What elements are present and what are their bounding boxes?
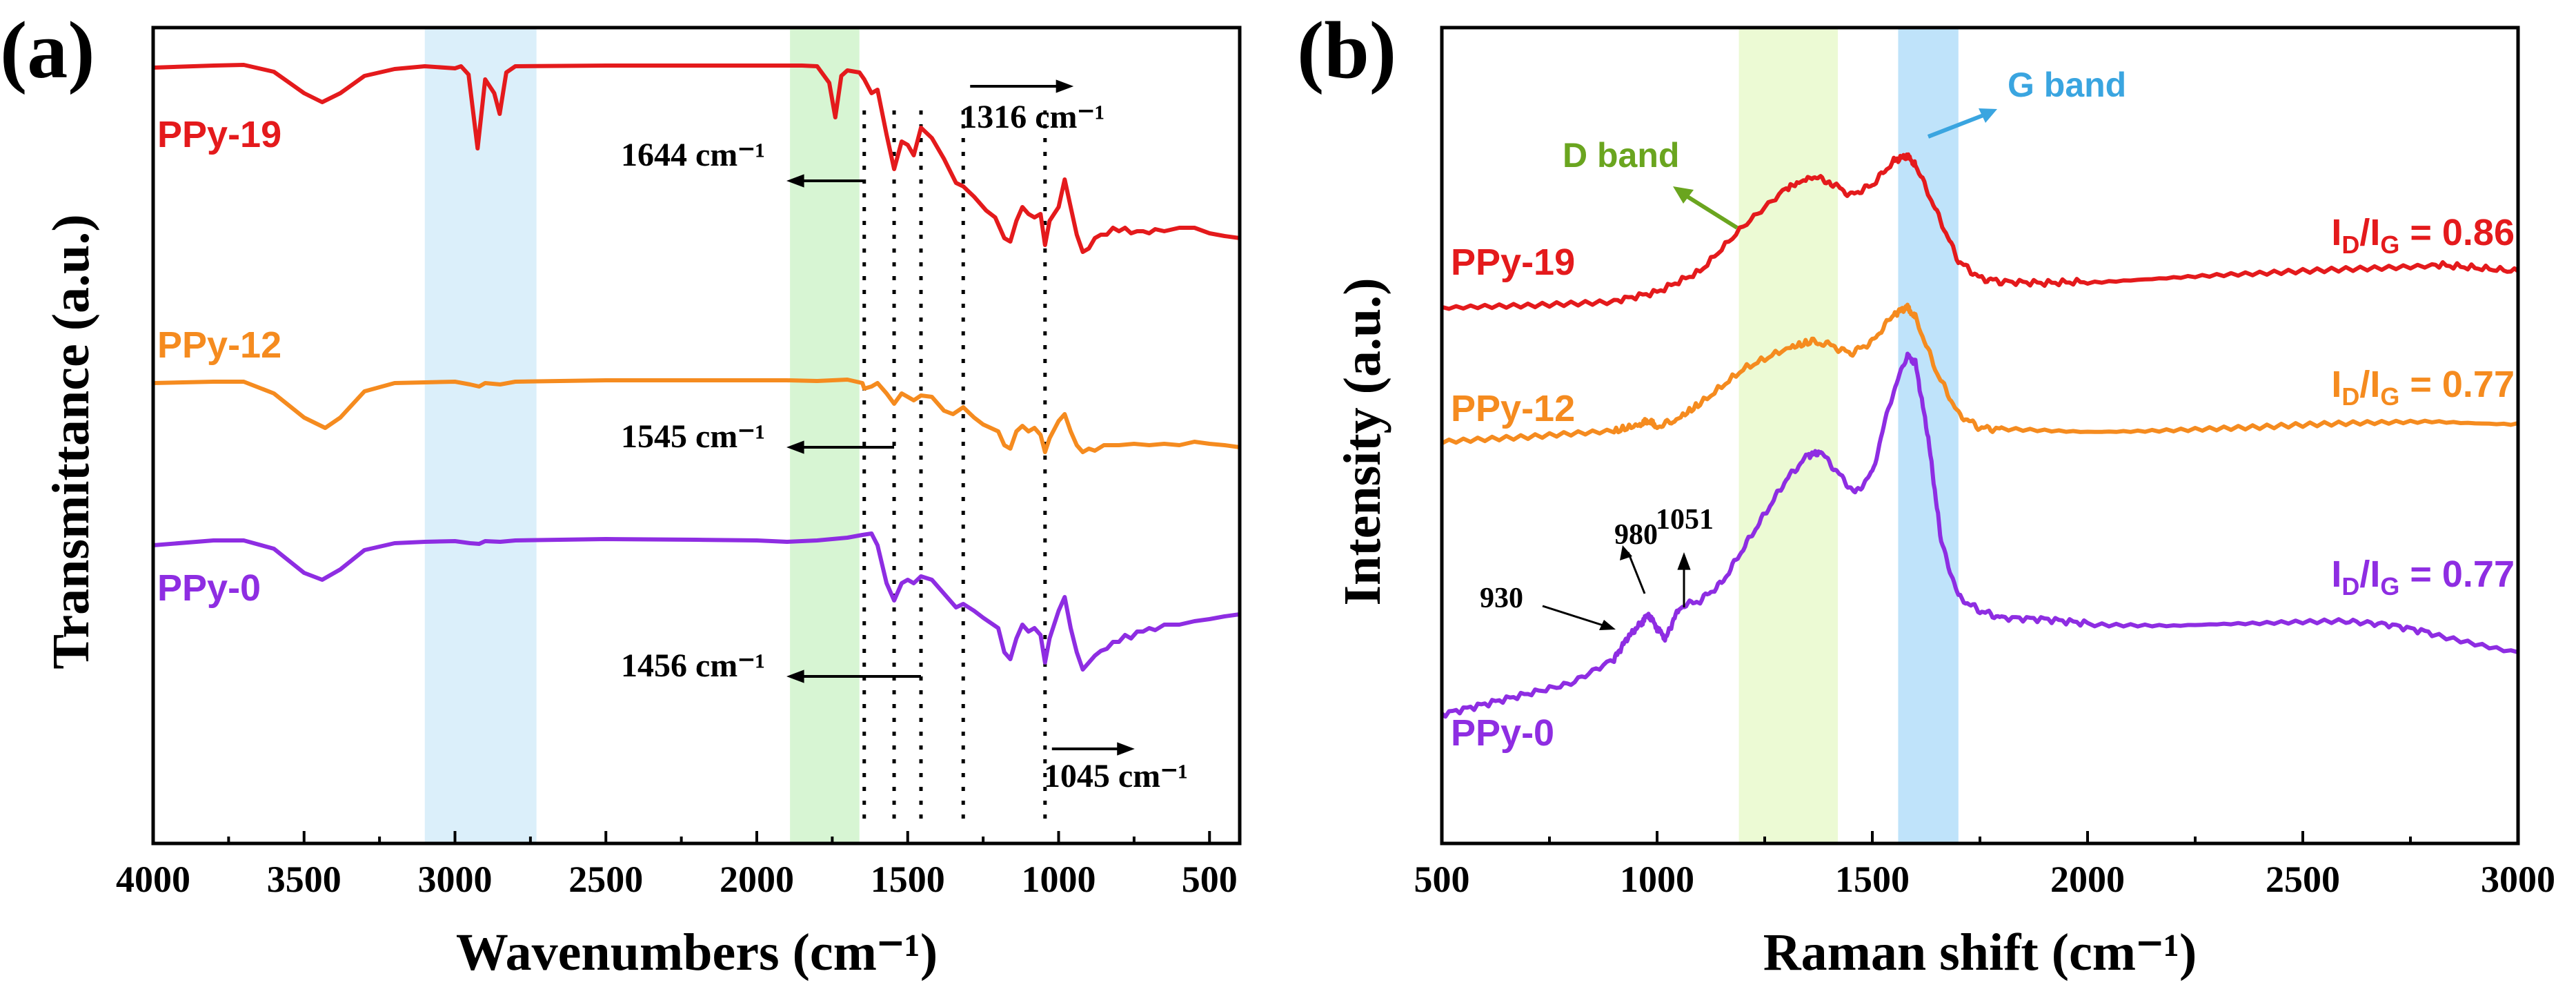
panel-b-g-band-arrowhead [1979, 108, 1997, 123]
panel-b-series-line-ppy-12 [1440, 302, 2519, 445]
panel-b-ratio-label-ppy-19: ID/IG = 0.86 [2331, 212, 2515, 259]
panel-b-peak-label-930: 930 [1480, 583, 1523, 614]
panel-a-ftir-chart: 4000 3500 3000 2500 2000 1500 1000 500 1316 cm⁻… [0, 5, 1242, 981]
ratio-sub-g: G [2380, 572, 2399, 600]
panel-a-series-label-ppy-12: PPy-12 [157, 324, 281, 366]
ratio-i: I [2331, 364, 2341, 405]
panel-a-x-axis-title: Wavenumbers (cm⁻¹) [456, 924, 938, 981]
panel-a-x-tick-label: 3000 [418, 859, 493, 900]
panel-a-x-tick-label: 500 [1182, 859, 1238, 900]
panel-a-series-label-ppy-19: PPy-19 [157, 114, 281, 155]
panel-a-band-0 [424, 28, 537, 843]
panel-a-y-axis-title: Transmittance (a.u.) [42, 214, 100, 669]
ratio-value: = 0.77 [2399, 554, 2515, 595]
panel-b-x-tick-label: 1500 [1835, 859, 1910, 900]
panel-b-g-band-label: G band [2008, 66, 2126, 104]
panel-b-peak-label-1051: 1051 [1656, 504, 1714, 536]
panel-a-highlight-bands [424, 28, 860, 843]
panel-b-x-tick-label: 500 [1414, 859, 1470, 900]
panel-a-series-line-ppy-12 [152, 378, 1240, 454]
panel-a-x-tick-label: 4000 [116, 859, 190, 900]
panel-a-annotation-1045: 1045 cm⁻¹ [1044, 758, 1188, 794]
panel-b-g-band-arrow [1927, 112, 1988, 139]
ratio-slash: /I [2359, 364, 2380, 405]
panel-a-annotation-1456: 1456 cm⁻¹ [621, 647, 765, 684]
panel-b-series-line-ppy-19 [1441, 152, 2519, 311]
panel-b-peak-label-980: 980 [1614, 519, 1658, 551]
ratio-sub-d: D [2341, 382, 2359, 411]
panel-a-x-tick-label: 1500 [871, 859, 945, 900]
ratio-sub-d: D [2341, 231, 2359, 259]
panel-a-series-label-ppy-0: PPy-0 [157, 567, 261, 609]
ratio-value: = 0.86 [2399, 212, 2515, 253]
panel-a-x-axis: 4000 3500 3000 2500 2000 1500 1000 500 [116, 831, 1238, 900]
panel-b-peak-arrow-930 [1542, 605, 1608, 628]
panel-b-d-band-arrow [1678, 190, 1738, 230]
ratio-i: I [2331, 212, 2341, 253]
panel-a-x-tick-label: 2500 [568, 859, 643, 900]
panel-b-x-tick-label: 2500 [2266, 859, 2340, 900]
panel-b-series-line-ppy-0 [1440, 351, 2519, 719]
panel-b-x-tick-label: 1000 [1620, 859, 1694, 900]
panel-b-x-axis-title: Raman shift (cm⁻¹) [1763, 924, 2197, 981]
panel-b-raman-chart: 500 1000 1500 2000 2500 3000 D band G band 930 9… [1297, 5, 2555, 981]
panel-a-arrowhead-1045 [1117, 742, 1135, 756]
ratio-sub-g: G [2380, 382, 2399, 411]
panel-b-ratio-label-ppy-0: ID/IG = 0.77 [2331, 554, 2515, 600]
ratio-slash: /I [2359, 212, 2380, 253]
panel-a-annotations: 1316 cm⁻¹ 1644 cm⁻¹ 1545 cm⁻¹ 1456 cm⁻¹ 1045… [621, 79, 1188, 794]
panel-b-band-d [1738, 28, 1839, 843]
panel-a-arrowhead-1316 [1056, 79, 1074, 93]
panel-b-label: (b) [1297, 5, 1396, 95]
panel-a-annotation-1316: 1316 cm⁻¹ [960, 99, 1104, 135]
panel-b-peak-arrowhead-1051 [1677, 552, 1691, 570]
panel-b-highlight-bands [1738, 28, 1959, 843]
panel-b-d-band-label: D band [1563, 136, 1679, 175]
panel-a-arrowhead-1644 [786, 174, 804, 188]
panel-a-plot-frame [151, 26, 1242, 846]
panel-b-d-band-arrowhead [1673, 186, 1694, 204]
panel-a-x-tick-label: 1000 [1022, 859, 1096, 900]
panel-a-x-tick-label: 3500 [267, 859, 341, 900]
panel-a-arrowhead-1545 [786, 440, 804, 454]
panel-a-series-group [152, 63, 1240, 672]
panel-a-x-tick-label: 2000 [720, 859, 794, 900]
ratio-i: I [2331, 554, 2341, 595]
panel-b-series-label-ppy-0: PPy-0 [1451, 712, 1554, 754]
panel-a-arrowhead-1456 [786, 670, 804, 683]
panel-b-x-axis: 500 1000 1500 2000 2500 3000 [1414, 831, 2555, 900]
panel-b-ratio-label-ppy-12: ID/IG = 0.77 [2331, 364, 2515, 411]
panel-b-series-label-ppy-12: PPy-12 [1451, 388, 1575, 429]
panel-b-x-tick-label: 2000 [2050, 859, 2125, 900]
panel-b-series-group [1440, 152, 2519, 719]
panel-a-series-line-ppy-0 [152, 531, 1240, 672]
panel-a-annotation-1545: 1545 cm⁻¹ [621, 418, 765, 455]
panel-b-peak-arrow-980 [1627, 551, 1646, 594]
panel-b-x-tick-label: 3000 [2481, 859, 2555, 900]
panel-a-annotation-1644: 1644 cm⁻¹ [621, 137, 765, 173]
panel-a-series-line-ppy-19 [152, 63, 1240, 254]
panel-a-band-1 [790, 28, 860, 843]
ratio-sub-g: G [2380, 231, 2399, 259]
panel-b-series-label-ppy-19: PPy-19 [1451, 242, 1575, 283]
panel-a-label: (a) [0, 5, 95, 95]
panel-b-peak-arrowhead-980 [1620, 545, 1632, 560]
panel-b-y-axis-title: Intensity (a.u.) [1334, 277, 1391, 605]
ratio-value: = 0.77 [2399, 364, 2515, 405]
ratio-slash: /I [2359, 554, 2380, 595]
panel-b-peak-arrowhead-930 [1599, 620, 1616, 630]
ratio-sub-d: D [2341, 572, 2359, 600]
